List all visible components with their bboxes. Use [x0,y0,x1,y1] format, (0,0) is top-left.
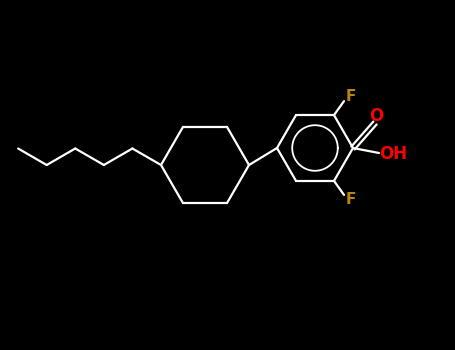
Text: F: F [346,193,356,208]
Text: F: F [346,89,356,104]
Text: OH: OH [379,145,407,163]
Text: O: O [369,107,383,125]
